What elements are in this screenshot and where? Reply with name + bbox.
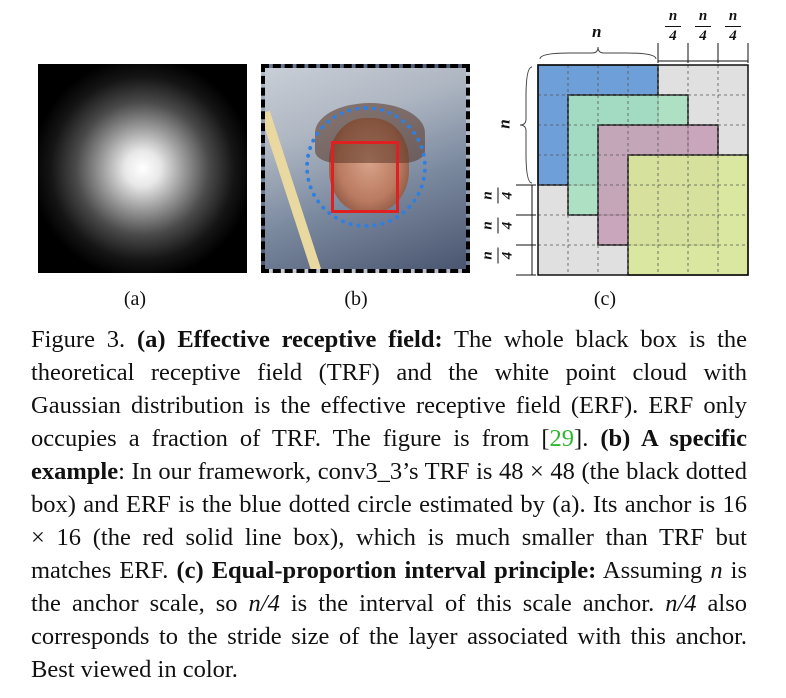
caption-c-math-3: n/4 — [665, 590, 697, 617]
grid-lines — [538, 65, 748, 275]
caption-c-text-1: Assuming — [596, 557, 711, 584]
top-brace-n — [539, 46, 657, 60]
caption-c-heading: (c) Equal-proportion interval principle: — [176, 557, 597, 584]
caption-c-math-1: n — [710, 557, 723, 584]
panel-c-interval-diagram — [516, 43, 749, 276]
panel-a-erf-image — [38, 64, 247, 273]
caption-figure-number: Figure 3. — [31, 326, 126, 353]
panel-b-example-image — [261, 64, 470, 273]
panel-b-label: (b) — [344, 288, 368, 310]
panel-c-left-n-label: n — [494, 119, 514, 129]
caption-a-heading: (a) Effective receptive field: — [136, 326, 443, 353]
left-brace-n — [519, 66, 533, 184]
caption-b-heading: (b) A specific example — [31, 425, 747, 485]
panel-c-top-n-label: n — [592, 22, 602, 41]
caption-c-text-2: is the anchor scale, so — [31, 557, 747, 617]
anchor-red-box — [331, 141, 399, 213]
panel-c-label: (c) — [593, 288, 617, 310]
caption-b-text: : In our framework, conv3_3’s TRF is 48 … — [31, 458, 747, 584]
caption-a-text: The whole black box is the theoretical r… — [31, 326, 748, 452]
erf-blue-dotted-circle — [305, 106, 427, 228]
panel-a-label: (a) — [123, 288, 147, 310]
caption-c-text-4: also corresponds to the stride size of t… — [31, 590, 748, 683]
figure-caption: Figure 3. (a) Effective receptive field:… — [31, 323, 747, 686]
caption-c-math-2: n/4 — [248, 590, 280, 617]
citation-link[interactable]: 29 — [549, 425, 575, 452]
caption-a-text-end: ]. — [574, 425, 601, 452]
caption-c-text-3: is the interval of this scale anchor. — [279, 590, 666, 617]
